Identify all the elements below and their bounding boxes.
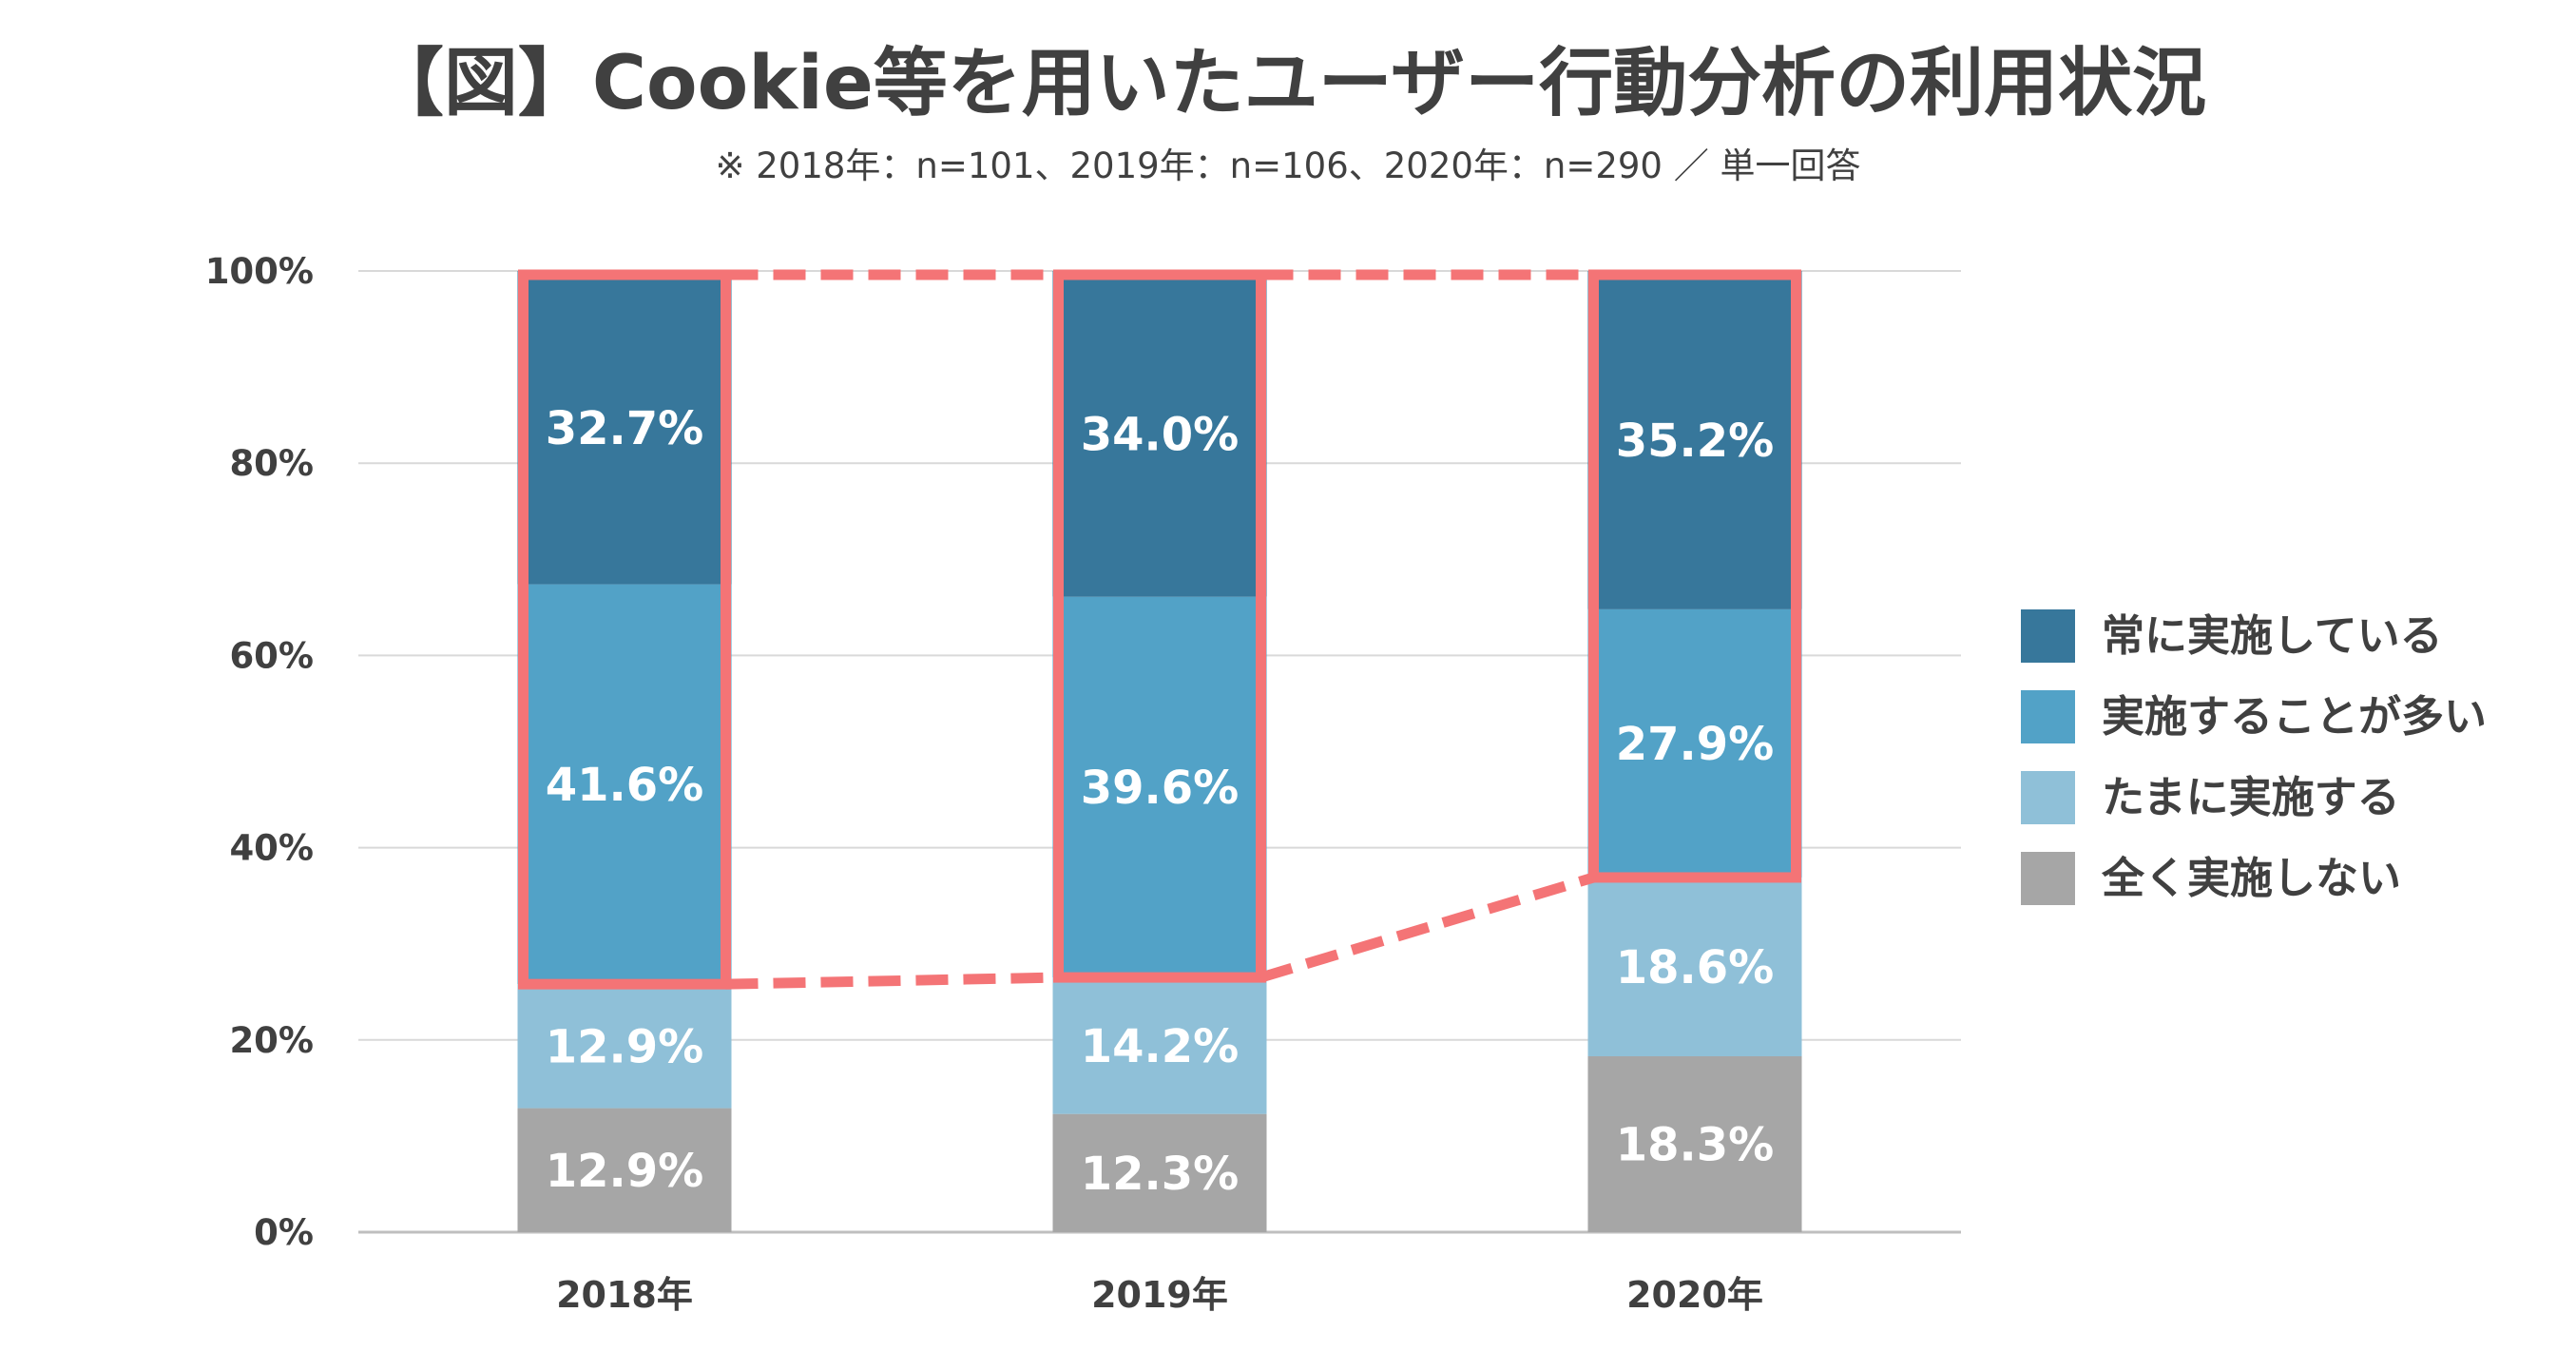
- bar-segment: [1052, 271, 1267, 597]
- data-label: 12.3%: [1081, 1148, 1240, 1201]
- legend-swatch: [2021, 609, 2075, 663]
- bar-segment: [517, 584, 732, 985]
- data-label: 14.2%: [1081, 1020, 1240, 1073]
- highlight: [518, 269, 1801, 990]
- highlight-box: [1588, 269, 1801, 883]
- bars: [517, 271, 1802, 1232]
- data-label: 12.9%: [546, 1145, 704, 1198]
- y-tick-label: 60%: [229, 635, 314, 676]
- data-label: 18.3%: [1616, 1118, 1775, 1171]
- legend-swatch: [2021, 771, 2075, 824]
- data-label: 35.2%: [1616, 415, 1775, 468]
- bar-segment: [1587, 1055, 1802, 1232]
- bar-segment: [1052, 977, 1267, 1114]
- x-tick-label: 2020年: [1626, 1274, 1763, 1316]
- bar-segment: [517, 984, 732, 1109]
- y-tick-label: 100%: [205, 251, 314, 292]
- highlight-box: [518, 269, 731, 990]
- data-label: 18.6%: [1616, 941, 1775, 994]
- labels: 12.9% 12.9% 41.6% 32.7% 2018年 12.3% 14.2% 39.6%…: [546, 402, 1775, 1316]
- data-label: 34.0%: [1081, 408, 1240, 461]
- highlight-dashed-bottom: [725, 972, 1059, 990]
- bar-segment: [517, 1108, 732, 1232]
- data-label: 39.6%: [1081, 762, 1240, 815]
- chart-title: 【図】Cookie等を用いたユーザー行動分析の利用状況: [370, 41, 2206, 126]
- bar-segment: [1587, 271, 1802, 609]
- legend-label: たまに実施する: [2102, 772, 2400, 822]
- highlight-box: [1053, 269, 1266, 983]
- data-label: 32.7%: [546, 402, 704, 455]
- legend-label: 常に実施している: [2102, 610, 2443, 661]
- bar-segment: [1052, 1113, 1267, 1232]
- bar-segment: [1052, 596, 1267, 978]
- y-tick-label: 20%: [229, 1020, 314, 1061]
- highlight-dashed-bottom: [1259, 872, 1596, 983]
- data-label: 12.9%: [546, 1020, 704, 1073]
- data-label: 41.6%: [546, 759, 704, 812]
- chart-subtitle: ※ 2018年：n=101、2019年：n=106、2020年：n=290 ／ …: [716, 145, 1861, 186]
- bar-segment: [517, 271, 732, 585]
- y-tick-label: 0%: [254, 1212, 314, 1253]
- x-tick-label: 2018年: [556, 1274, 693, 1316]
- bar-segment: [1587, 608, 1802, 878]
- legend-swatch: [2021, 852, 2075, 905]
- data-label: 27.9%: [1616, 718, 1775, 771]
- y-tick-label: 80%: [229, 443, 314, 484]
- y-tick-label: 40%: [229, 828, 314, 869]
- legend-swatch: [2021, 690, 2075, 743]
- legend-label: 全く実施しない: [2101, 853, 2401, 903]
- bar-segment: [1587, 877, 1802, 1056]
- legend-label: 実施することが多い: [2102, 691, 2487, 742]
- x-tick-label: 2019年: [1091, 1274, 1228, 1316]
